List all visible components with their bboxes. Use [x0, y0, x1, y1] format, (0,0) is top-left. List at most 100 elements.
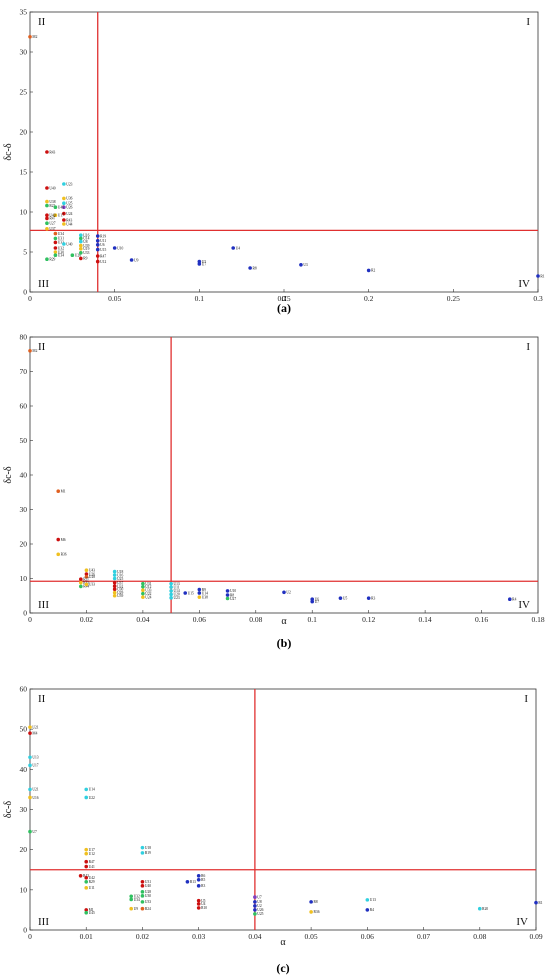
data-point-label: R19: [100, 234, 106, 238]
y-tick-label: 30: [20, 505, 28, 514]
data-point: [53, 236, 58, 241]
data-point-label: R8: [314, 900, 318, 904]
data-point: [84, 574, 89, 579]
data-point: [62, 205, 66, 209]
x-tick-label: 0.2: [364, 294, 374, 303]
data-point: [79, 577, 83, 581]
data-point-label: U23: [66, 182, 72, 186]
x-tick-label: 0.01: [80, 932, 93, 941]
data-point-label: M2: [32, 349, 37, 353]
data-point-label: U11: [100, 239, 106, 243]
x-tick-label: 0: [28, 294, 32, 303]
panel-label: (c): [276, 961, 289, 975]
y-tick-label: 10: [20, 574, 28, 583]
data-point-label: R3: [371, 596, 375, 600]
data-point-label: U18: [117, 570, 123, 574]
data-point: [129, 894, 133, 899]
data-point: [56, 537, 61, 542]
data-point-label: U7: [202, 262, 207, 266]
x-tick-label: 0.06: [361, 932, 374, 941]
data-point: [28, 755, 32, 760]
data-point-label: U31: [145, 880, 151, 884]
data-point-label: U9: [134, 258, 139, 262]
data-point: [53, 231, 58, 236]
data-point: [366, 268, 371, 273]
data-point: [28, 787, 32, 792]
data-point: [112, 593, 117, 598]
data-point-label: U4: [201, 902, 206, 906]
data-point-label: U42: [89, 876, 95, 880]
data-point: [140, 906, 145, 911]
data-point-label: R1: [538, 901, 542, 905]
data-point-label: U12: [100, 260, 106, 264]
data-point-label: U33: [145, 900, 151, 904]
data-point-label: U45: [89, 911, 95, 915]
data-point: [112, 580, 117, 585]
data-point-label: U38: [202, 595, 208, 599]
data-point: [56, 489, 61, 494]
data-point: [79, 247, 83, 251]
x-tick-label: 0.1: [308, 615, 318, 624]
data-point: [309, 900, 313, 904]
data-point-label: R44: [83, 585, 89, 589]
x-tick-label: 0.12: [362, 615, 375, 624]
data-point-label: R36: [61, 553, 67, 557]
quadrant-label-iv: IV: [516, 916, 528, 928]
data-point-label: U26: [66, 206, 72, 210]
data-point: [84, 864, 89, 869]
data-point: [84, 875, 89, 880]
data-point-label: U33: [83, 251, 89, 255]
quadrant-label-iii: III: [38, 599, 49, 611]
data-point: [79, 584, 83, 589]
data-point: [84, 910, 89, 915]
data-point-label: U23: [174, 596, 180, 600]
y-tick-label: 15: [20, 168, 28, 177]
data-point: [282, 590, 286, 595]
y-tick-label: 40: [20, 471, 28, 480]
data-point-label: R43: [66, 218, 72, 222]
data-point-label: R8: [253, 266, 257, 270]
y-tick-label: 0: [23, 288, 27, 297]
data-point: [62, 218, 66, 222]
scatter-chart-b: 0 0.02 0.04 0.06 0.08 0.1 0.12 0.14 0.16 0.18 0 10 2…: [3, 333, 545, 651]
y-tick-label: 20: [20, 128, 28, 137]
data-point: [183, 591, 188, 595]
x-tick-label: 0.08: [249, 615, 262, 624]
data-point-label: U14: [174, 589, 180, 593]
data-point: [84, 847, 89, 852]
data-point: [141, 588, 145, 593]
data-point-label: R4: [370, 908, 374, 912]
data-point: [53, 250, 58, 254]
data-point-label: U28: [89, 575, 95, 579]
data-point-label: R1: [540, 274, 544, 278]
data-point-label: U41: [89, 865, 95, 869]
data-point: [196, 873, 201, 878]
data-point-label: U40: [66, 242, 72, 246]
x-tick-label: 0.04: [136, 615, 149, 624]
data-point: [477, 906, 482, 911]
data-point-label: U7: [257, 895, 262, 899]
data-point-label: U13: [174, 582, 180, 586]
data-point: [62, 211, 66, 216]
data-point-label: U34: [58, 254, 64, 258]
y-axis-label: δc-δ: [3, 143, 14, 160]
data-point-label: U24: [145, 595, 151, 599]
data-point-label: U26: [89, 572, 95, 576]
data-point: [45, 199, 49, 204]
data-point-label: U31: [145, 582, 151, 586]
data-point: [45, 203, 49, 208]
data-point-label: U11: [89, 886, 95, 890]
data-point: [253, 904, 257, 908]
data-point-label: U13: [370, 898, 376, 902]
panel-label: (b): [277, 636, 292, 650]
data-point: [309, 910, 313, 914]
data-point: [28, 725, 32, 729]
data-point: [79, 256, 83, 261]
data-point-label: R4: [512, 598, 516, 602]
data-point-label: R10: [201, 906, 207, 910]
data-point-label: U8: [83, 240, 88, 244]
data-point: [95, 247, 100, 252]
data-point: [62, 201, 66, 205]
data-point-label: R47: [89, 860, 95, 864]
data-point-label: R19: [145, 851, 151, 855]
